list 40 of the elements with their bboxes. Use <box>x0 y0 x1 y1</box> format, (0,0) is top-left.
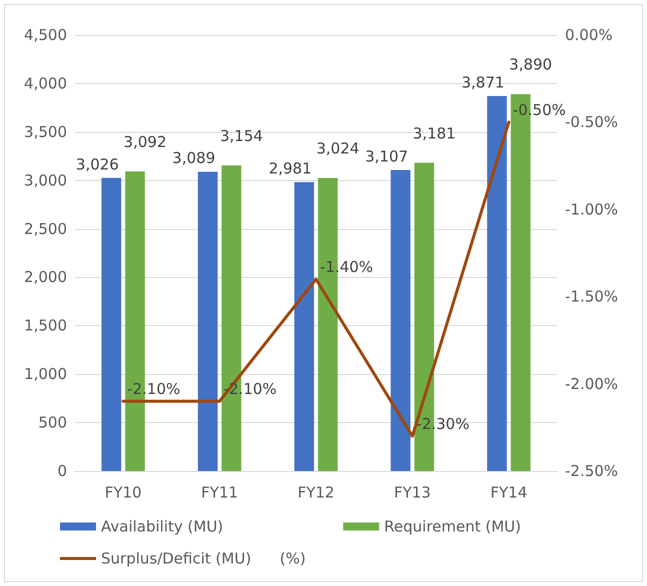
y-tick-label: 4,000 <box>24 74 67 92</box>
legend-label: Surplus/Deficit (MU) (%) <box>101 550 306 568</box>
legend-label: Availability (MU) <box>101 518 224 536</box>
y-tick-label: 3,000 <box>24 171 67 190</box>
y-tick-label: 1,500 <box>24 316 67 335</box>
y-tick-label: 2,500 <box>24 220 67 238</box>
bar <box>198 172 218 471</box>
data-label: 3,092 <box>124 132 167 151</box>
data-label: 2,981 <box>268 160 312 178</box>
data-label: 3,890 <box>509 56 552 74</box>
line-series <box>122 120 510 438</box>
y-tick-label: 0 <box>57 462 67 480</box>
data-label: 3,089 <box>172 149 216 168</box>
bar <box>487 96 507 471</box>
data-label: 3,024 <box>316 140 360 158</box>
y2-tick-label: 0.00% <box>565 26 613 44</box>
x-tick-label: FY11 <box>201 484 238 502</box>
x-tick-label: FY13 <box>394 484 431 502</box>
data-label: 3,154 <box>220 126 263 145</box>
y2-tick-label: -0.50% <box>565 113 618 132</box>
y-tick-label: 500 <box>38 414 67 432</box>
data-label: 3,107 <box>365 147 408 166</box>
x-tick-label: FY10 <box>104 484 142 502</box>
y-tick-label: 4,500 <box>24 26 67 44</box>
y-tick-label: 2,000 <box>24 268 67 286</box>
y2-tick-label: -1.50% <box>565 288 618 306</box>
x-tick-label: FY12 <box>298 484 334 502</box>
data-label: 3,871 <box>461 73 504 92</box>
bar <box>294 182 314 471</box>
y2-tick-label: -2.50% <box>565 462 618 480</box>
y2-tick-label: -1.00% <box>565 200 618 218</box>
legend-label: Requirement (MU) <box>384 518 522 536</box>
y-tick-label: 3,500 <box>24 122 67 141</box>
y-tick-label: 1,000 <box>24 365 67 384</box>
bar <box>390 170 410 471</box>
y2-tick-label: -2.00% <box>565 374 618 393</box>
data-label: 3,181 <box>412 124 456 142</box>
x-tick-label: FY14 <box>490 484 528 502</box>
data-label: 3,026 <box>76 155 119 174</box>
bar <box>102 178 122 471</box>
